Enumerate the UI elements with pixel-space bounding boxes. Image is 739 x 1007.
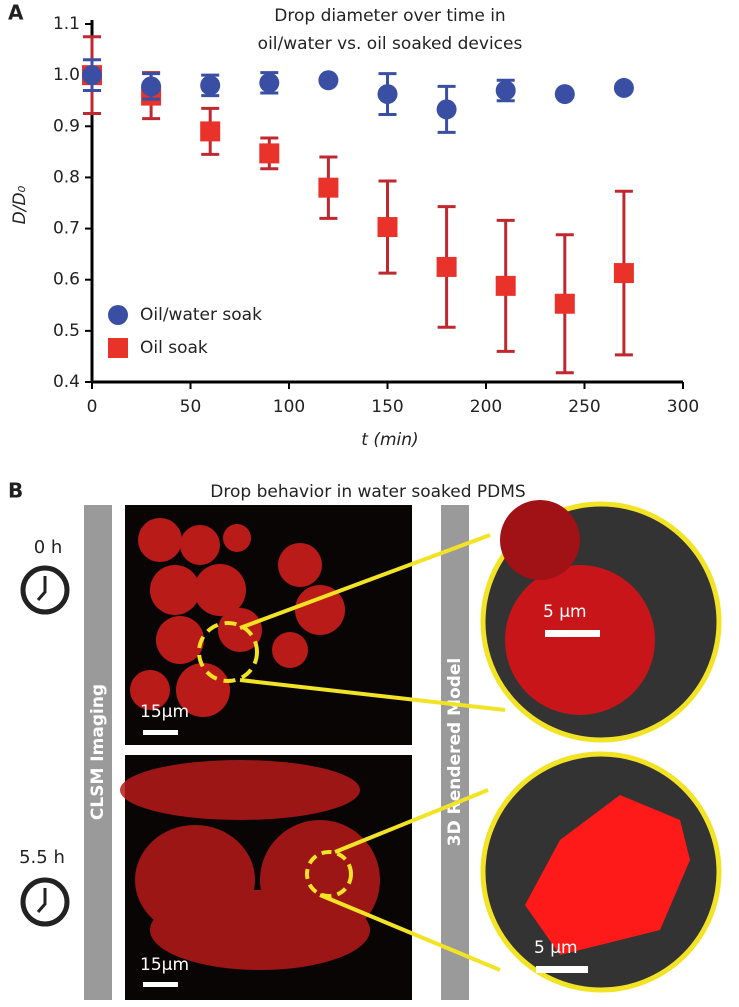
scale-bar xyxy=(143,730,178,735)
render-drop xyxy=(500,500,580,580)
y-tick-label: 0.6 xyxy=(53,270,80,290)
time-label: 0 h xyxy=(34,537,63,558)
side-bar-label: 3D Rendered Model xyxy=(445,658,465,846)
y-tick-label: 0.4 xyxy=(53,372,80,392)
marker xyxy=(82,65,102,86)
highlight xyxy=(197,621,259,683)
marker xyxy=(613,77,634,98)
side-bar xyxy=(84,505,112,1000)
scale-bar xyxy=(143,982,178,987)
marker xyxy=(377,217,398,238)
x-tick-label: 50 xyxy=(180,397,202,417)
x-tick-label: 200 xyxy=(470,397,502,417)
scale-label: 5 μm xyxy=(534,938,578,958)
x-axis-label: t (min) xyxy=(361,430,418,450)
y-tick-label: 0.5 xyxy=(53,321,80,341)
scale-label: 15μm xyxy=(140,702,189,722)
legend-label: Oil/water soak xyxy=(140,305,262,325)
x-tick-label: 0 xyxy=(87,397,98,417)
marker xyxy=(377,84,398,105)
marker xyxy=(613,263,634,284)
y-tick-label: 1.1 xyxy=(53,14,80,34)
x-tick-label: 250 xyxy=(568,397,600,417)
y-tick-label: 1.0 xyxy=(53,65,80,85)
marker xyxy=(436,256,457,277)
droplets xyxy=(130,518,345,717)
connector xyxy=(334,788,489,854)
marker xyxy=(141,76,162,97)
side-bar-label: CLSM Imaging xyxy=(88,684,108,820)
panel-label: B xyxy=(8,479,23,503)
marker xyxy=(318,177,339,198)
marker xyxy=(554,293,575,314)
marker xyxy=(259,72,280,93)
panel-label: A xyxy=(8,1,24,25)
marker xyxy=(200,121,221,142)
x-tick-label: 150 xyxy=(371,397,403,417)
y-tick-label: 0.9 xyxy=(53,116,80,136)
legend-label: Oil soak xyxy=(140,338,208,358)
marker xyxy=(495,80,516,101)
marker xyxy=(259,143,280,164)
x-tick-label: 100 xyxy=(273,397,305,417)
chart-title: oil/water vs. oil soaked devices xyxy=(258,34,523,54)
scale-bar xyxy=(536,966,588,973)
legend-marker xyxy=(108,305,128,325)
marker xyxy=(318,70,339,91)
connector xyxy=(319,893,501,972)
clock-icon xyxy=(20,565,70,927)
connector xyxy=(239,678,506,712)
marker xyxy=(436,99,457,120)
scale-label: 15μm xyxy=(140,955,189,975)
y-tick-label: 0.8 xyxy=(53,167,80,187)
scale-label: 5 μm xyxy=(543,602,587,622)
render-drop xyxy=(505,565,655,715)
connector xyxy=(239,533,491,630)
y-axis-label: D/D₀ xyxy=(10,185,30,224)
marker xyxy=(495,275,516,296)
x-tick-label: 300 xyxy=(667,397,699,417)
y-tick-label: 0.7 xyxy=(53,219,80,239)
marker xyxy=(200,75,221,96)
marker xyxy=(554,84,575,105)
render-drop xyxy=(525,795,690,955)
side-bar xyxy=(441,505,469,1000)
time-label: 5.5 h xyxy=(19,847,65,868)
highlight xyxy=(305,850,353,898)
legend-marker xyxy=(108,338,128,358)
chart-title: Drop diameter over time in xyxy=(274,6,505,26)
scale-bar xyxy=(545,630,600,637)
droplets xyxy=(120,760,380,970)
panel-title: Drop behavior in water soaked PDMS xyxy=(210,482,525,502)
